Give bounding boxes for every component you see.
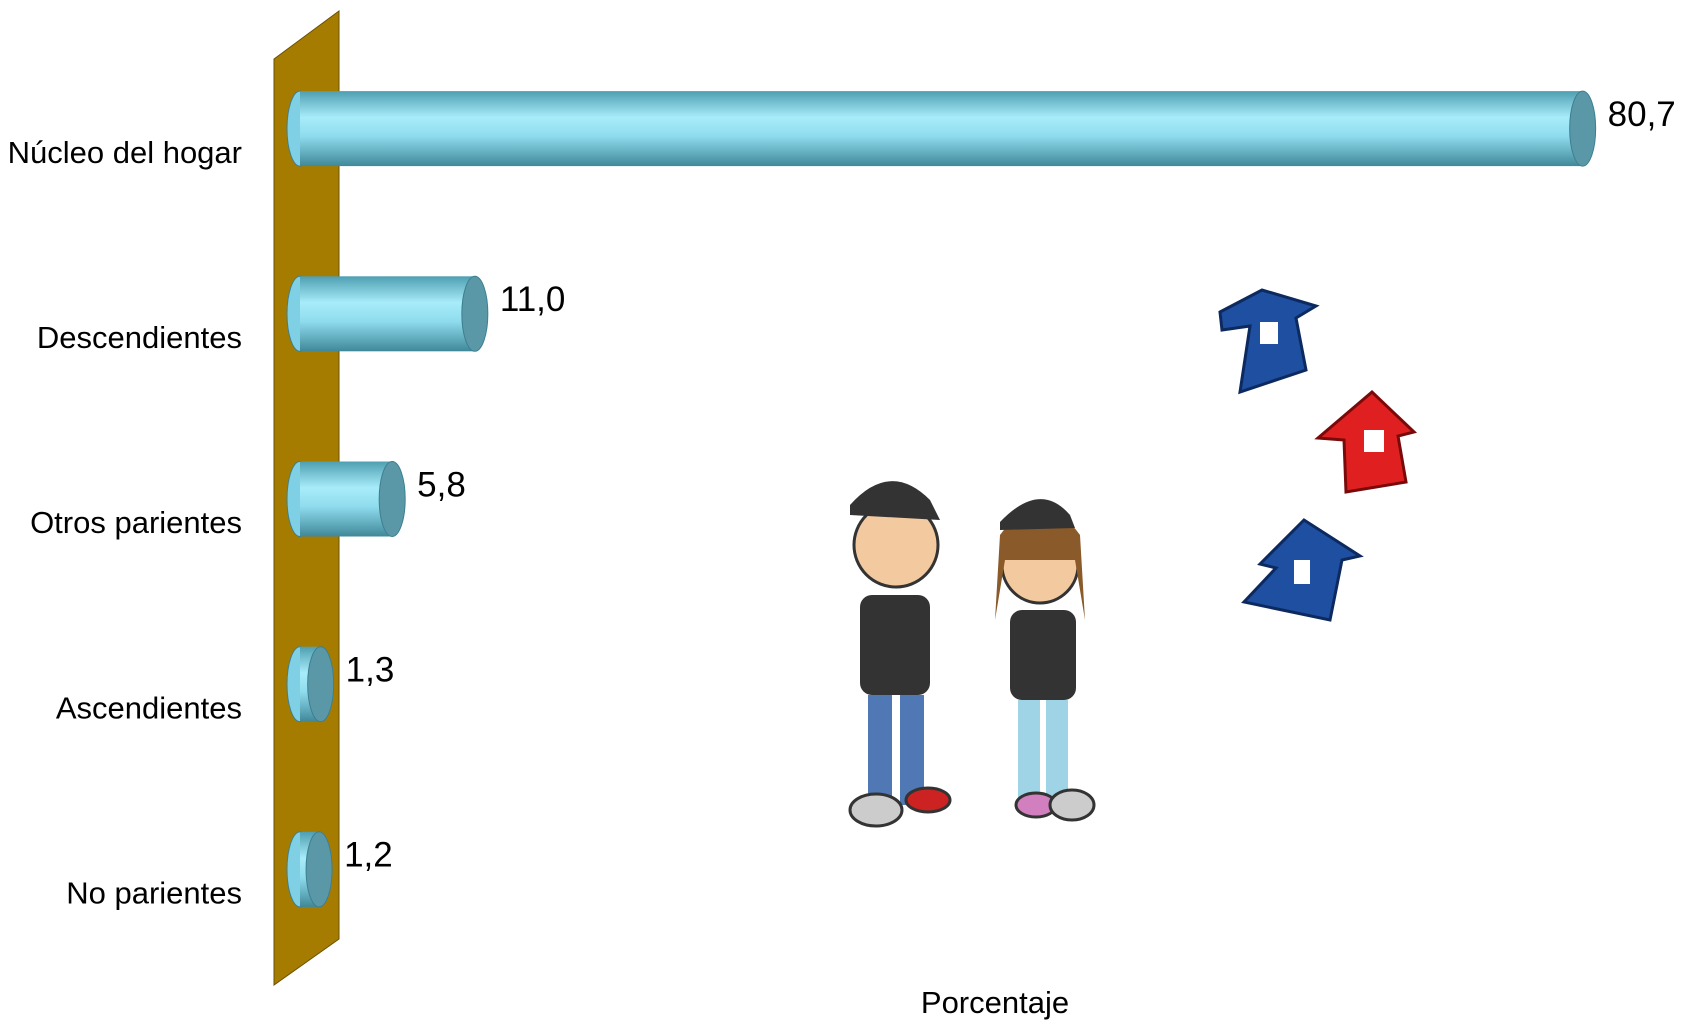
bar-cap — [378, 461, 406, 537]
bar-cap — [461, 275, 489, 352]
value-label: 80,7 — [1608, 95, 1676, 134]
y-tick-label: Otros parientes — [30, 505, 242, 540]
y-tick-label: Ascendientes — [56, 690, 242, 725]
y-tick-label: Núcleo del hogar — [8, 135, 242, 170]
decoration-houses — [1218, 288, 1418, 622]
bar-cap — [1569, 90, 1597, 167]
y-tick-label: No parientes — [66, 876, 242, 911]
x-axis-label: Porcentaje — [921, 985, 1069, 1020]
bar-cap — [307, 646, 335, 723]
y-tick-label: Descendientes — [37, 320, 242, 355]
value-label: 1,2 — [344, 836, 393, 875]
value-label: 5,8 — [417, 465, 466, 504]
bar-cap — [305, 831, 333, 908]
bar — [300, 91, 1583, 167]
value-label: 1,3 — [346, 650, 395, 689]
bar — [300, 461, 393, 537]
bar — [300, 276, 475, 352]
value-label: 11,0 — [500, 280, 566, 319]
decoration-people — [848, 481, 1096, 828]
